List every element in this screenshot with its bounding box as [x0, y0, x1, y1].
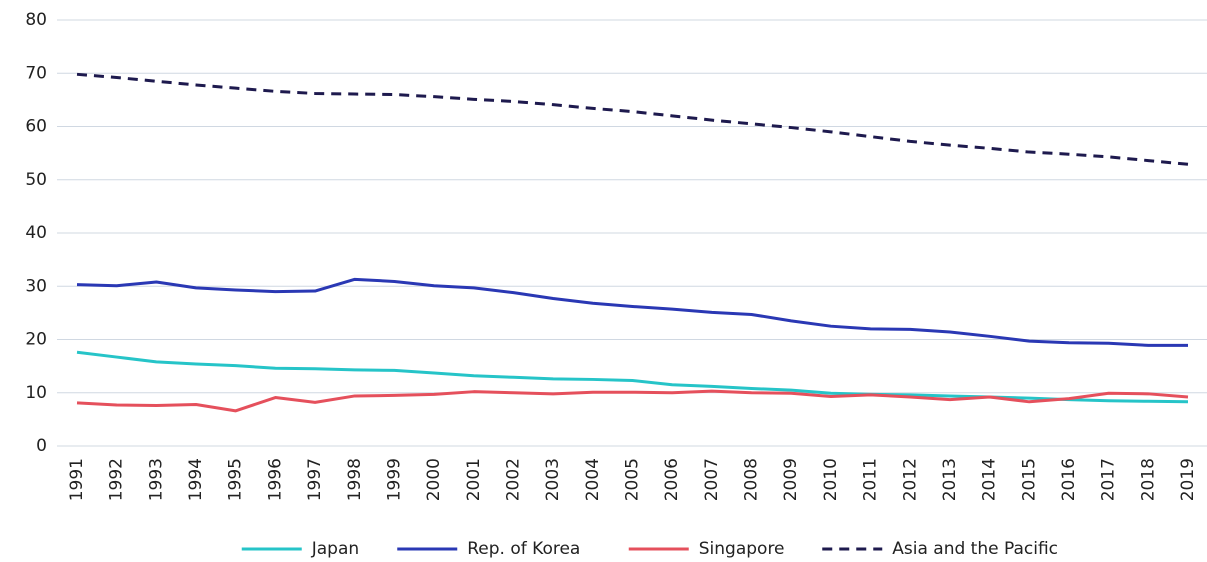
y-tick-label: 70	[25, 63, 47, 83]
legend-label: Asia and the Pacific	[892, 539, 1058, 559]
series-line	[76, 389, 1189, 413]
series-line	[76, 350, 1189, 404]
x-tick-label: 1996	[265, 458, 285, 501]
x-tick-label: 2001	[464, 458, 484, 501]
x-tick-label: 1994	[186, 458, 206, 501]
legend-label: Rep. of Korea	[467, 539, 580, 559]
legend-label: Japan	[311, 539, 359, 559]
x-tick-label: 1999	[384, 458, 404, 501]
x-tick-label: 2017	[1099, 458, 1119, 501]
series-line	[76, 72, 1189, 166]
x-tick-label: 2015	[1019, 458, 1039, 501]
x-tick-label: 2011	[861, 458, 881, 501]
x-tick-label: 2012	[900, 458, 920, 501]
x-tick-label: 2018	[1138, 458, 1158, 501]
y-tick-label: 80	[25, 10, 47, 30]
y-tick-label: 60	[25, 117, 47, 137]
y-tick-label: 10	[25, 383, 47, 403]
x-tick-label: 2009	[781, 458, 801, 501]
x-tick-label: 2007	[702, 458, 722, 501]
x-tick-label: 2016	[1059, 458, 1079, 501]
x-tick-label: 1997	[305, 458, 325, 501]
x-tick-label: 2000	[424, 458, 444, 501]
legend-label: Singapore	[699, 539, 785, 559]
y-tick-label: 30	[25, 276, 47, 296]
x-tick-label: 1993	[146, 458, 166, 501]
x-tick-label: 2002	[503, 458, 523, 501]
x-tick-label: 2005	[623, 458, 643, 501]
y-tick-label: 0	[36, 436, 47, 456]
y-tick-label: 50	[25, 170, 47, 190]
y-tick-label: 40	[25, 223, 47, 243]
x-tick-label: 2008	[742, 458, 762, 501]
x-tick-label: 2019	[1178, 458, 1198, 501]
series-line	[76, 277, 1188, 347]
x-tick-label: 2010	[821, 458, 841, 501]
x-tick-label: 2006	[662, 458, 682, 501]
x-tick-label: 2003	[543, 458, 563, 501]
x-tick-label: 1995	[226, 458, 246, 501]
x-tick-label: 2014	[980, 458, 1000, 501]
x-tick-label: 2004	[583, 458, 603, 501]
y-tick-label: 20	[25, 330, 47, 350]
x-tick-label: 2013	[940, 458, 960, 501]
x-tick-label: 1991	[67, 458, 87, 501]
x-tick-label: 1998	[345, 458, 365, 501]
x-tick-label: 1992	[107, 458, 127, 501]
